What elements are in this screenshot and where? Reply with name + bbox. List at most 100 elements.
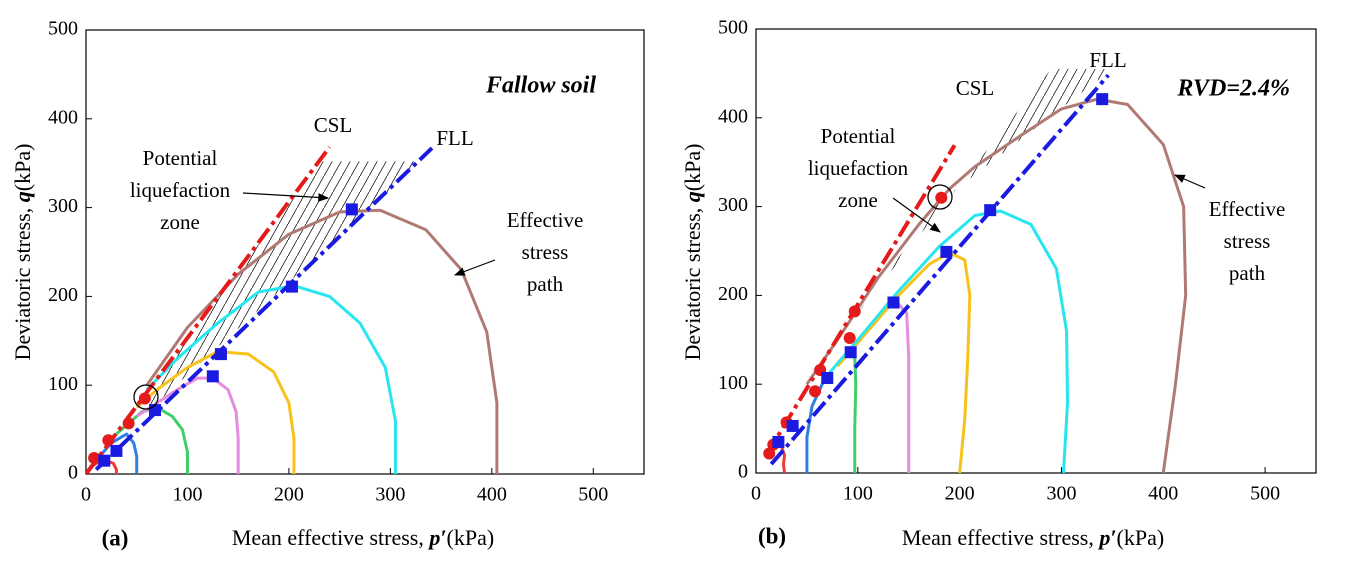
x-tick-label: 400	[1148, 483, 1178, 505]
zone-label: Potential	[821, 124, 896, 148]
y-tick-label: 0	[68, 462, 78, 484]
path-label: Effective	[1209, 197, 1286, 221]
x-tick-label: 100	[172, 484, 202, 506]
x-axis-label-part: Mean effective stress,	[232, 525, 430, 550]
path-label: Effective	[507, 208, 584, 232]
csl-point	[88, 452, 101, 465]
y-axis-label-part: (kPa)	[680, 144, 705, 192]
path-label: path	[527, 272, 564, 296]
y-tick-label: 300	[48, 195, 78, 217]
x-tick-label: 200	[274, 484, 304, 506]
x-axis-label: Mean effective stress, p′(kPa)	[902, 525, 1164, 550]
fll-line	[769, 73, 1110, 466]
x-tick-label: 100	[843, 483, 873, 505]
annotation-arrow	[892, 197, 941, 233]
x-axis-label: Mean effective stress, p′(kPa)	[232, 525, 494, 550]
panel: 0 100 200 300 400 500 0 100 200 300 400 500 CSL FLL Po…	[680, 17, 1317, 550]
x-axis-label-part: (kPa)	[1117, 525, 1165, 550]
path-label: path	[1229, 261, 1266, 285]
y-axis-label-part: Deviatoric stress,	[680, 202, 705, 360]
x-tick-label: 300	[375, 484, 405, 506]
stress-path	[849, 350, 858, 473]
y-tick-label: 200	[48, 284, 78, 306]
zone-label: zone	[160, 210, 200, 234]
x-tick-label: 400	[477, 484, 507, 506]
csl-point	[138, 392, 151, 405]
fll-point	[345, 203, 358, 216]
x-axis-label-part: p′	[427, 525, 446, 550]
stress-path	[836, 251, 972, 473]
csl-label: CSL	[314, 113, 353, 137]
fll-point	[214, 348, 227, 361]
y-tick-label: 100	[48, 373, 78, 395]
y-tick-label: 500	[48, 18, 78, 40]
csl-point	[809, 385, 822, 398]
x-tick-label: 500	[578, 484, 608, 506]
panel: 0 100 200 300 400 500 0 100 200 300 400 500 CSL FLL Po…	[10, 18, 645, 550]
fll-point	[844, 346, 857, 359]
csl-point	[102, 434, 115, 447]
fll-point	[1096, 93, 1109, 106]
stress-path	[805, 97, 1188, 473]
zone-label: zone	[838, 188, 878, 212]
x-tick-label: 200	[945, 483, 975, 505]
annotation-arrow	[453, 259, 496, 276]
y-tick-label: 400	[718, 105, 748, 127]
y-axis-label: Deviatoric stress, q(kPa)	[680, 144, 705, 361]
y-axis-label-part: (kPa)	[10, 144, 35, 192]
fll-point	[984, 204, 997, 217]
x-tick-label: 0	[751, 483, 761, 505]
stress-path	[892, 301, 911, 473]
plot-frame	[85, 29, 645, 475]
x-axis-label-part: p′	[1097, 525, 1116, 550]
y-axis-label-part: Deviatoric stress,	[10, 202, 35, 360]
stress-path	[145, 284, 397, 474]
x-tick-label: 300	[1046, 483, 1076, 505]
y-tick-label: 500	[718, 17, 748, 39]
y-tick-label: 200	[718, 283, 748, 305]
csl-label: CSL	[956, 76, 995, 100]
fll-point	[786, 419, 799, 432]
csl-line	[764, 144, 957, 457]
panel-annotation: RVD=2.4%	[1176, 76, 1290, 102]
fll-point	[98, 454, 111, 467]
csl-point	[848, 305, 861, 318]
csl-point	[122, 417, 135, 430]
fll-point	[821, 371, 834, 384]
path-label: stress	[522, 240, 569, 264]
panel-label: (b)	[758, 523, 786, 548]
y-axis-label-part: q	[10, 191, 35, 202]
csl-point	[935, 191, 948, 204]
x-axis-label-part: Mean effective stress,	[902, 525, 1100, 550]
fll-point	[110, 444, 123, 457]
fll-point	[206, 370, 219, 383]
path-label: stress	[1224, 229, 1271, 253]
fll-point	[772, 435, 785, 448]
zone-label: Potential	[143, 146, 218, 170]
annotation-arrow	[242, 192, 330, 202]
y-tick-label: 300	[718, 194, 748, 216]
annotation-arrow	[1174, 174, 1206, 189]
x-tick-label: 500	[1250, 483, 1280, 505]
csl-point	[843, 332, 856, 345]
x-axis-label-part: (kPa)	[447, 525, 495, 550]
panel-annotation: Fallow soil	[485, 73, 596, 99]
y-axis-label: Deviatoric stress, q(kPa)	[10, 144, 35, 361]
fll-point	[940, 245, 953, 258]
x-tick-label: 0	[81, 484, 91, 506]
y-tick-label: 400	[48, 106, 78, 128]
fll-point	[285, 280, 298, 293]
highlight-circle	[927, 184, 953, 210]
stress-path	[826, 209, 1070, 473]
panel-label: (a)	[102, 525, 129, 550]
stress-path	[135, 349, 296, 474]
highlight-circle	[133, 384, 159, 410]
plot-frame	[755, 28, 1317, 474]
y-axis-label-part: q	[680, 191, 705, 202]
zone-label: liquefaction	[808, 156, 909, 180]
y-tick-label: 100	[718, 372, 748, 394]
y-tick-label: 0	[738, 461, 748, 483]
fll-label: FLL	[1089, 48, 1126, 72]
zone-label: liquefaction	[130, 178, 231, 202]
